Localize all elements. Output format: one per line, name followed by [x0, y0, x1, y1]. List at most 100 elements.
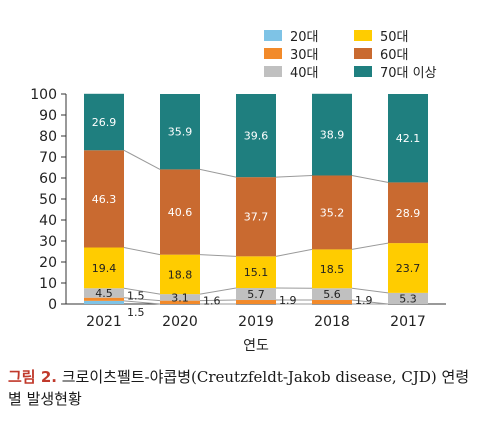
bar-segment: [84, 297, 124, 301]
data-label: 4.5: [95, 287, 113, 300]
series-connector-line: [123, 247, 161, 256]
y-tick-label: 80: [39, 129, 57, 145]
x-tick-label: 2021: [86, 314, 122, 330]
bar-segment: [84, 247, 124, 289]
series-connector-line: [199, 168, 237, 178]
bar-segment: [312, 175, 352, 250]
data-label: 40.6: [168, 206, 193, 219]
series-connector-line: [123, 149, 161, 170]
legend-swatch: [354, 66, 372, 77]
x-axis-label: 연도: [243, 338, 269, 354]
series-connector-line: [275, 248, 313, 257]
bar-segment: [388, 94, 428, 183]
bar-segment: [84, 150, 124, 248]
data-label: 23.7: [396, 262, 421, 275]
data-label: 15.1: [244, 266, 269, 279]
bar-segment: [312, 93, 352, 176]
bar-segment: [160, 294, 200, 301]
legend-label: 50대: [380, 30, 409, 45]
legend-item: 30대: [264, 44, 319, 63]
y-tick-label: 100: [30, 87, 57, 103]
legend-item: 60대: [354, 44, 409, 63]
y-tick-label: 60: [39, 171, 57, 187]
y-tick-label: 30: [39, 234, 57, 250]
data-label: 35.9: [168, 126, 193, 139]
bar-segment: [388, 243, 428, 293]
data-label: 28.9: [396, 207, 421, 220]
legend-label: 20대: [290, 30, 319, 45]
y-tick-label: 50: [39, 192, 57, 208]
legend-label: 60대: [380, 48, 409, 63]
legend-swatch: [264, 48, 282, 59]
data-label: 5.6: [323, 288, 341, 301]
data-label: 42.1: [396, 132, 421, 145]
x-tick-label: 2018: [314, 314, 350, 330]
data-label: 1.9: [279, 294, 297, 307]
series-connector-line: [351, 299, 389, 305]
data-label: 18.8: [168, 268, 193, 281]
series-connector-line: [199, 287, 237, 295]
y-tick-label: 20: [39, 255, 57, 271]
data-label: 19.4: [92, 262, 117, 275]
y-tick-label: 90: [39, 108, 57, 124]
legend-item: 50대: [354, 26, 409, 45]
bar-segment: [84, 300, 124, 304]
figure-caption-text: 크로이츠펠트-야콥병(Creutzfeldt-Jakob disease, CJ…: [8, 368, 470, 408]
legend-swatch: [264, 66, 282, 77]
y-tick-label: 40: [39, 213, 57, 229]
data-label: 18.5: [320, 263, 345, 276]
bar-segment: [236, 177, 276, 257]
bar-segment: [236, 288, 276, 301]
data-label: 3.1: [171, 291, 189, 304]
data-label: 35.2: [320, 206, 345, 219]
series-connector-line: [199, 254, 237, 257]
data-label: 1.5: [127, 306, 145, 319]
legend-swatch: [354, 48, 372, 59]
legend-label: 30대: [290, 48, 319, 63]
data-label: 5.3: [399, 292, 417, 305]
x-tick-label: 2020: [162, 314, 198, 330]
stacked-bar-chart: 0 10 20 30 40 50 60 70 80 90 100 1.5 1.5 4.5 19.4 46.3 2…: [30, 87, 446, 354]
bar-segment: [388, 182, 428, 244]
series-connector-line: [351, 287, 389, 294]
data-label: 26.9: [92, 116, 117, 129]
y-tick-label: 10: [39, 276, 57, 292]
series-connector-line: [123, 287, 161, 295]
legend-item: 20대: [264, 26, 319, 45]
series-connector-line: [199, 299, 237, 302]
legend-item: 40대: [264, 62, 319, 81]
series-connector-line: [275, 174, 313, 178]
y-tick-label: 0: [48, 297, 57, 313]
bar-segment: [312, 288, 352, 301]
series-connector-line: [123, 300, 161, 305]
legend-label: 70대 이상: [380, 66, 437, 81]
legend-label: 40대: [290, 66, 319, 81]
bar-segment: [84, 93, 124, 151]
data-label: 38.9: [320, 129, 345, 142]
data-label: 37.7: [244, 211, 269, 224]
data-label: 1.6: [203, 295, 221, 308]
figure-label: 그림 2.: [8, 368, 57, 386]
bar-segment: [236, 256, 276, 289]
series-connector-line: [351, 174, 389, 183]
legend-swatch: [264, 30, 282, 41]
bar-segment: [312, 249, 352, 289]
legend-swatch: [354, 30, 372, 41]
data-label: 39.6: [244, 130, 269, 143]
data-label: 1.5: [127, 290, 145, 303]
legend-item: 70대 이상: [354, 62, 437, 81]
bar-segment: [388, 292, 428, 304]
series-connector-line: [351, 242, 389, 250]
bar-segment: [236, 94, 276, 178]
bar-segment: [160, 169, 200, 255]
x-tick-label: 2019: [238, 314, 274, 330]
x-tick-label: 2017: [390, 314, 426, 330]
bar-segment: [312, 300, 352, 304]
bar-segment: [160, 300, 200, 304]
series-connector-line: [123, 297, 161, 302]
figure-caption: 그림 2. 크로이츠펠트-야콥병(Creutzfeldt-Jakob disea…: [8, 366, 478, 410]
y-tick-label: 70: [39, 150, 57, 166]
bar-segment: [84, 288, 124, 298]
bar-segment: [160, 94, 200, 170]
data-label: 46.3: [92, 193, 117, 206]
